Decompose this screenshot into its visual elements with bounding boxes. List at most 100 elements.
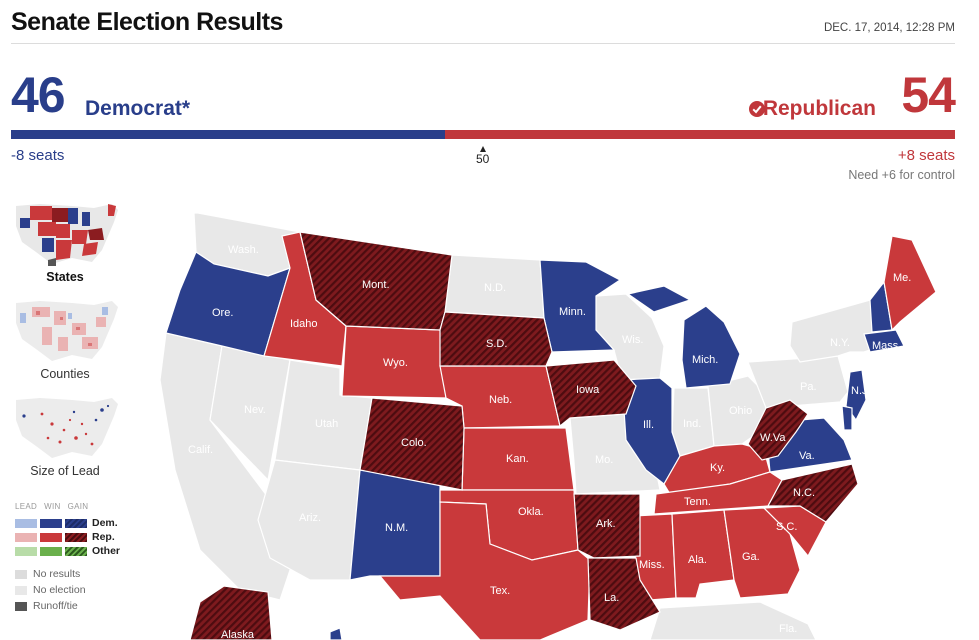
state-pennsylvania[interactable] bbox=[747, 355, 849, 409]
svg-text:Iowa: Iowa bbox=[576, 384, 600, 396]
svg-text:Alaska: Alaska bbox=[221, 629, 255, 640]
view-option-counties[interactable]: Counties bbox=[0, 295, 130, 385]
view-option-states[interactable]: States bbox=[0, 198, 130, 288]
svg-text:Ariz.: Ariz. bbox=[299, 512, 321, 524]
svg-text:Ind.: Ind. bbox=[683, 418, 701, 430]
control-note: Need +6 for control bbox=[848, 168, 955, 182]
majority-marker-icon bbox=[480, 146, 486, 152]
svg-text:Pa.: Pa. bbox=[800, 381, 817, 393]
state-colorado[interactable] bbox=[359, 397, 465, 491]
svg-text:Wis.: Wis. bbox=[622, 334, 643, 346]
svg-text:Wash.: Wash. bbox=[228, 244, 259, 256]
size-of-lead-thumbnail bbox=[16, 398, 118, 458]
state-massachusetts[interactable] bbox=[863, 329, 905, 353]
svg-text:Mich.: Mich. bbox=[692, 354, 718, 366]
check-circle-icon bbox=[749, 101, 765, 117]
counties-thumbnail bbox=[16, 301, 118, 361]
svg-text:Ala.: Ala. bbox=[688, 554, 707, 566]
legend-row-dem: Dem. bbox=[15, 517, 118, 529]
legend-swatch-rep-win bbox=[40, 532, 62, 542]
svg-text:Fla.: Fla. bbox=[779, 623, 797, 635]
legend-header: LEAD WIN GAIN bbox=[15, 502, 95, 511]
view-label-counties: Counties bbox=[40, 367, 90, 381]
header: Senate Election Results DEC. 17, 2014, 1… bbox=[11, 8, 955, 44]
legend-no-results: No results bbox=[15, 568, 80, 580]
state-hawaii[interactable] bbox=[329, 627, 343, 640]
seat-balance-bar bbox=[11, 130, 955, 139]
svg-text:N.M.: N.M. bbox=[385, 522, 408, 534]
states-thumbnail bbox=[16, 204, 118, 266]
svg-text:Idaho: Idaho bbox=[290, 318, 318, 330]
svg-text:Minn.: Minn. bbox=[559, 306, 586, 318]
state-alaska[interactable] bbox=[189, 585, 273, 640]
svg-text:Mass.: Mass. bbox=[872, 340, 901, 352]
legend-runoff-tie: Runoff/tie bbox=[15, 600, 78, 612]
svg-text:N.C.: N.C. bbox=[793, 487, 815, 499]
dem-party-label: Democrat* bbox=[85, 97, 191, 120]
legend-label-other: Other bbox=[92, 545, 121, 557]
state-labels: Wash. Ore. Idaho Mont. N.D. Minn. Wis. M… bbox=[188, 244, 911, 640]
legend-swatch-other-lead bbox=[15, 546, 37, 556]
legend-col-win: WIN bbox=[44, 502, 61, 511]
legend-label-rep: Rep. bbox=[92, 531, 115, 543]
state-louisiana[interactable] bbox=[587, 557, 661, 631]
legend-swatch-dem-gain bbox=[65, 518, 87, 528]
legend-col-gain: GAIN bbox=[67, 502, 89, 511]
svg-text:Kan.: Kan. bbox=[506, 453, 529, 465]
dem-seat-bar bbox=[11, 130, 446, 139]
svg-text:N.J.: N.J. bbox=[851, 385, 871, 397]
svg-text:Okla.: Okla. bbox=[518, 506, 544, 518]
timestamp: DEC. 17, 2014, 12:28 PM bbox=[823, 22, 955, 34]
majority-marker-label: 50 bbox=[476, 152, 490, 166]
svg-text:Me.: Me. bbox=[893, 272, 911, 284]
state-florida[interactable] bbox=[649, 601, 817, 640]
page-title: Senate Election Results bbox=[11, 8, 283, 36]
legend-col-lead: LEAD bbox=[15, 502, 38, 511]
svg-text:Miss.: Miss. bbox=[639, 559, 665, 571]
svg-text:Ky.: Ky. bbox=[710, 462, 725, 474]
state-arkansas[interactable] bbox=[573, 493, 641, 559]
state-north-carolina[interactable] bbox=[766, 463, 859, 523]
legend-swatch-rep-gain bbox=[65, 532, 87, 542]
svg-text:Neb.: Neb. bbox=[489, 394, 512, 406]
rep-seat-change: +8 seats bbox=[897, 147, 955, 164]
svg-text:La.: La. bbox=[604, 592, 619, 604]
svg-text:Calif.: Calif. bbox=[188, 444, 213, 456]
legend-row-rep: Rep. bbox=[15, 531, 115, 543]
state-delaware[interactable] bbox=[841, 405, 853, 431]
rep-seat-count: 54 bbox=[901, 67, 956, 123]
state-texas[interactable] bbox=[378, 501, 591, 640]
state-new-york[interactable] bbox=[789, 299, 883, 363]
svg-text:S.D.: S.D. bbox=[486, 338, 507, 350]
rep-seat-bar bbox=[445, 130, 955, 139]
view-label-size-of-lead: Size of Lead bbox=[30, 464, 100, 478]
state-west-virginia[interactable] bbox=[747, 399, 809, 461]
rep-party-label: Republican bbox=[762, 97, 876, 120]
state-michigan[interactable] bbox=[626, 285, 741, 389]
legend-swatch-dem-win bbox=[40, 518, 62, 528]
legend-swatch-dem-lead bbox=[15, 518, 37, 528]
legend-label-dem: Dem. bbox=[92, 517, 118, 529]
svg-text:Ore.: Ore. bbox=[212, 307, 233, 319]
legend-swatch-rep-lead bbox=[15, 532, 37, 542]
dem-seat-change: -8 seats bbox=[11, 147, 65, 164]
svg-text:Ohio: Ohio bbox=[729, 405, 752, 417]
state-iowa[interactable] bbox=[545, 359, 637, 428]
svg-text:Wyo.: Wyo. bbox=[383, 357, 408, 369]
legend-swatch-other-win bbox=[40, 546, 62, 556]
view-option-size-of-lead[interactable]: Size of Lead bbox=[0, 392, 130, 482]
legend-row-other: Other bbox=[15, 545, 121, 557]
svg-text:Utah: Utah bbox=[315, 418, 338, 430]
svg-text:S.C.: S.C. bbox=[776, 521, 797, 533]
svg-text:Mont.: Mont. bbox=[362, 279, 390, 291]
state-maine[interactable] bbox=[883, 235, 937, 332]
view-label-states: States bbox=[46, 270, 84, 284]
dem-seat-count: 46 bbox=[11, 67, 66, 123]
svg-text:Colo.: Colo. bbox=[401, 437, 427, 449]
svg-text:Va.: Va. bbox=[799, 450, 815, 462]
results-map: Wash. Ore. Idaho Mont. N.D. Minn. Wis. M… bbox=[159, 212, 937, 640]
legend-swatch-other-gain bbox=[65, 546, 87, 556]
svg-text:Ark.: Ark. bbox=[596, 518, 616, 530]
legend-no-election: No election bbox=[15, 584, 86, 596]
svg-text:W.Va: W.Va bbox=[760, 432, 786, 444]
